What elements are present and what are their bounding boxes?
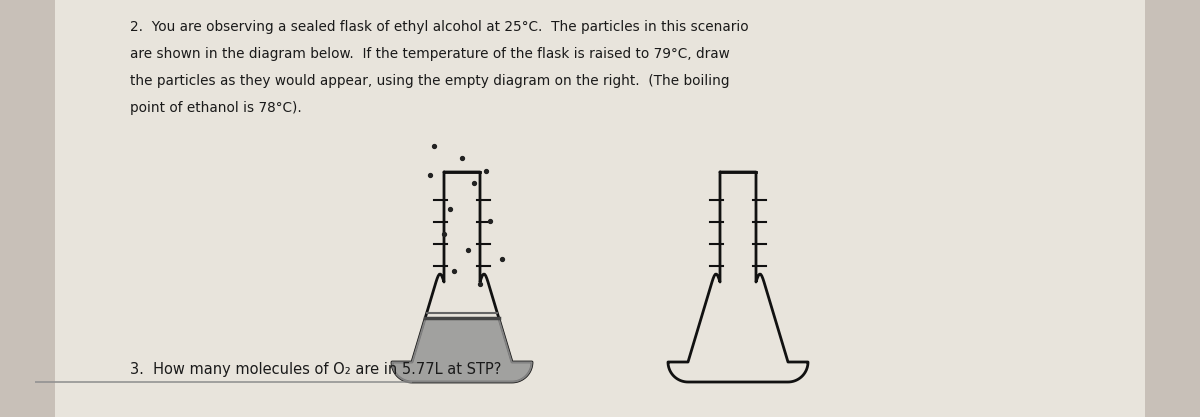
Text: the particles as they would appear, using the empty diagram on the right.  (The : the particles as they would appear, usin… bbox=[130, 74, 730, 88]
Polygon shape bbox=[668, 172, 808, 382]
Polygon shape bbox=[392, 172, 532, 382]
Text: 2.  You are observing a sealed flask of ethyl alcohol at 25°C.  The particles in: 2. You are observing a sealed flask of e… bbox=[130, 20, 749, 34]
Polygon shape bbox=[35, 318, 532, 382]
Text: are shown in the diagram below.  If the temperature of the flask is raised to 79: are shown in the diagram below. If the t… bbox=[130, 47, 730, 61]
Text: point of ethanol is 78°C).: point of ethanol is 78°C). bbox=[130, 101, 301, 115]
Text: 3.  How many molecules of O₂ are in 5.77L at STP?: 3. How many molecules of O₂ are in 5.77L… bbox=[130, 362, 502, 377]
